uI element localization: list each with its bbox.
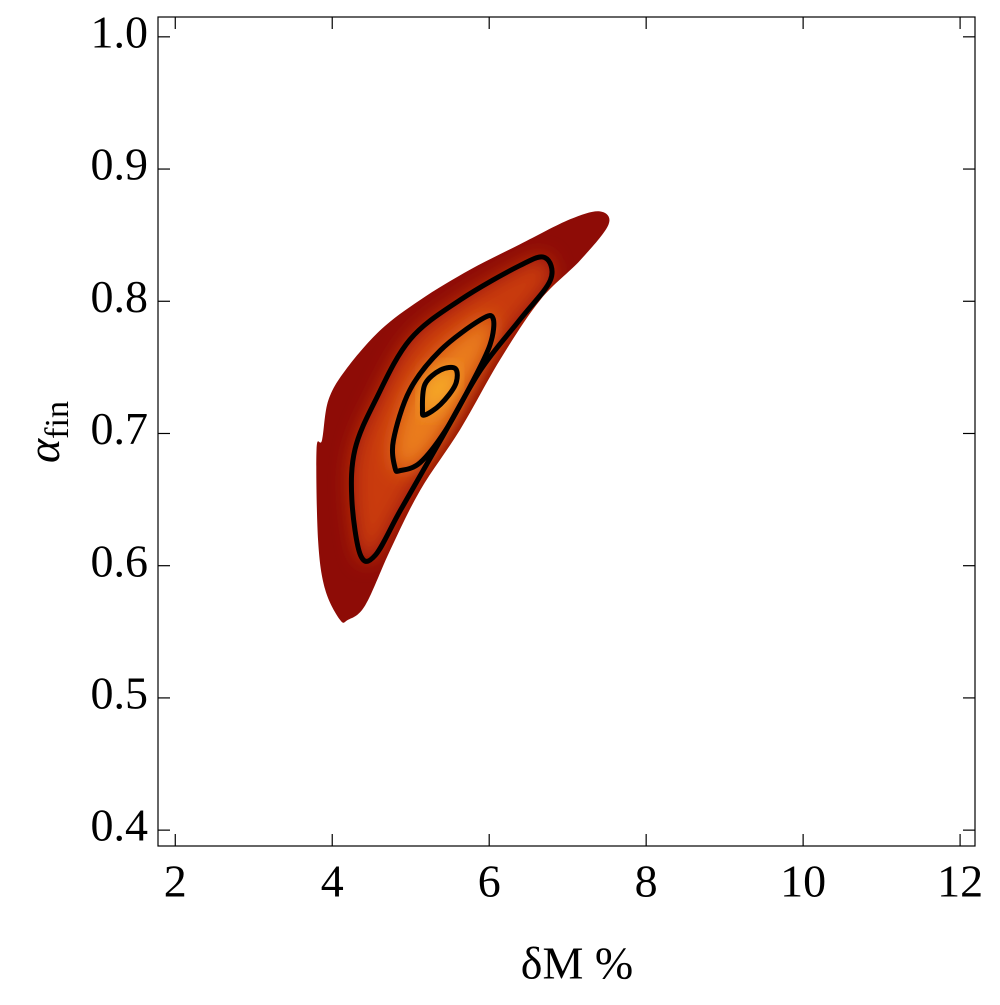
x-tick-label: 4	[321, 856, 344, 907]
contour-line	[348, 254, 555, 564]
y-axis-symbol: α	[18, 438, 69, 463]
x-tick-label: 8	[635, 856, 658, 907]
x-tick-label: 12	[937, 856, 983, 907]
contour-line	[389, 313, 497, 474]
contour-lines	[348, 254, 555, 564]
x-tick-label: 6	[478, 856, 501, 907]
contour-line	[419, 364, 460, 418]
y-tick-label: 0.8	[91, 271, 149, 322]
y-tick-label: 0.9	[91, 139, 149, 190]
y-axis-subscript: fin	[39, 401, 76, 439]
x-axis-label: δM %	[521, 938, 633, 989]
x-tick-label: 2	[164, 856, 187, 907]
y-tick-label: 0.5	[91, 667, 149, 718]
density-region	[316, 211, 610, 623]
density-fills	[316, 211, 610, 623]
x-tick-label: 10	[780, 856, 826, 907]
y-axis-label: αfin	[18, 401, 76, 463]
y-tick-label: 0.7	[91, 403, 149, 454]
y-tick-label: 0.6	[91, 535, 149, 586]
y-tick-label: 1.0	[91, 6, 149, 57]
y-tick-label: 0.4	[91, 800, 149, 851]
plot-frame	[157, 16, 976, 847]
